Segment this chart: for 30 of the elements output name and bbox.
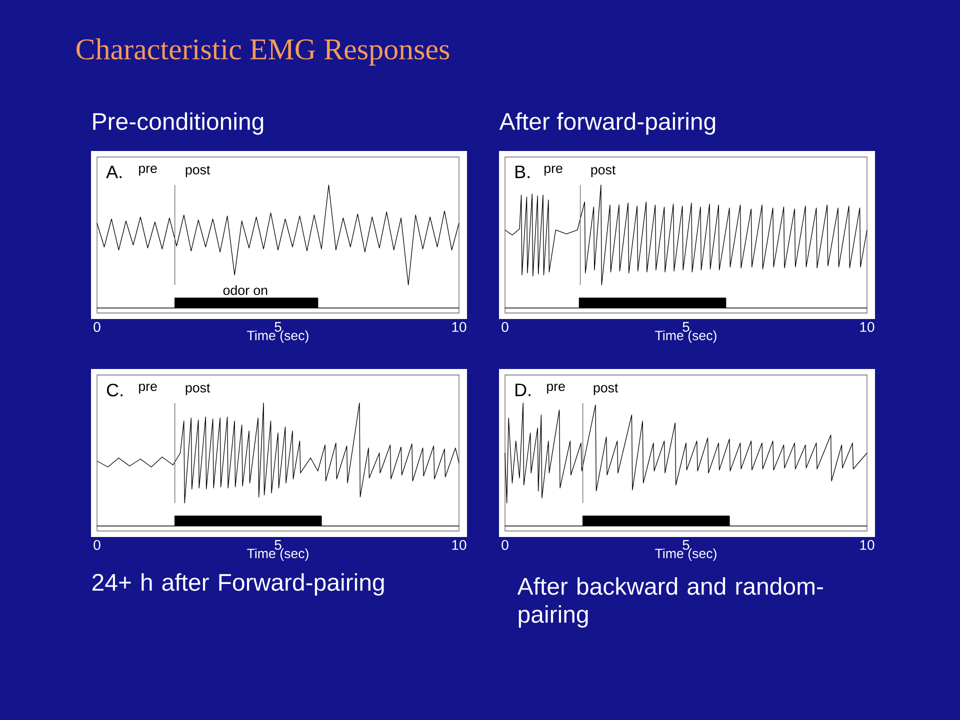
x-tick-label: 0 bbox=[502, 540, 508, 550]
annotation: odor on bbox=[223, 285, 268, 296]
x-tick-label: 10 bbox=[860, 540, 874, 550]
text: post bbox=[594, 384, 618, 396]
text: After backward and random-pairing bbox=[517, 577, 823, 628]
text: post bbox=[186, 384, 210, 396]
text: 24+ h after Forward-pairing bbox=[92, 573, 384, 596]
x-tick-label: 5 bbox=[274, 540, 282, 550]
text: pre bbox=[547, 384, 565, 394]
text: pre bbox=[544, 166, 562, 176]
x-tick-label: 10 bbox=[860, 322, 874, 332]
x-tick-label: 10 bbox=[452, 322, 466, 332]
chart-title: After forward-pairing bbox=[499, 112, 716, 135]
x-tick-label: 5 bbox=[274, 322, 282, 332]
x-tick-label: 0 bbox=[94, 322, 100, 332]
x-tick-label: 5 bbox=[682, 322, 690, 332]
x-tick-label: 0 bbox=[94, 540, 100, 550]
text: D. bbox=[516, 384, 530, 396]
text: pre bbox=[139, 384, 157, 394]
text: Characteristic EMG Responses bbox=[76, 38, 450, 66]
chart-title: Pre-conditioning bbox=[93, 112, 264, 135]
x-tick-label: 5 bbox=[682, 540, 690, 550]
text: post bbox=[186, 166, 210, 178]
x-tick-label: 10 bbox=[452, 540, 466, 550]
text: post bbox=[591, 166, 616, 178]
text: C. bbox=[106, 384, 122, 396]
text: B. bbox=[516, 166, 530, 178]
text: A. bbox=[106, 166, 122, 178]
text: pre bbox=[139, 166, 157, 176]
x-tick-label: 0 bbox=[502, 322, 508, 332]
